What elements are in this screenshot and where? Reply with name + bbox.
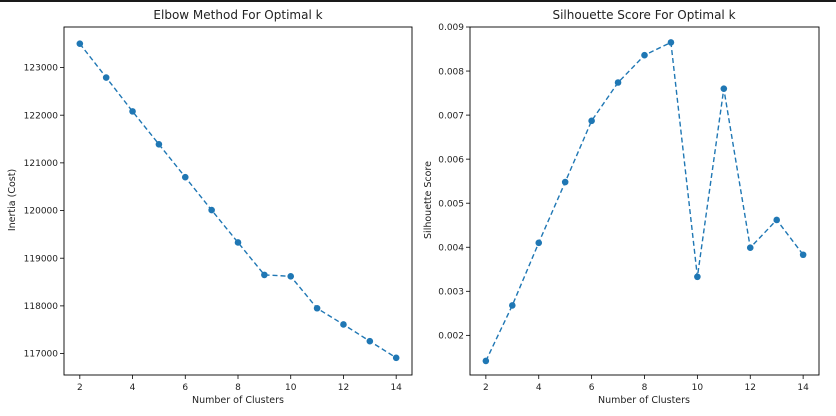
silhouette-ytick-label: 0.002 <box>438 332 464 342</box>
elbow-data-point <box>313 304 321 312</box>
elbow-data-point <box>102 74 110 81</box>
elbow-data-point <box>366 337 374 345</box>
elbow-ytick-label: 122000 <box>24 111 59 121</box>
elbow-chart-xlabel: Number of Clusters <box>192 395 284 406</box>
silhouette-series-line <box>485 41 804 362</box>
silhouette-ytick-label: 0.009 <box>438 23 464 33</box>
silhouette-ytick-label: 0.005 <box>438 199 464 209</box>
silhouette-plot-frame <box>469 26 820 376</box>
elbow-chart-ylabel: Inertia (Cost) <box>7 169 18 231</box>
elbow-ytick-label: 118000 <box>24 302 59 312</box>
silhouette-data-point <box>641 51 648 59</box>
silhouette-data-point <box>588 117 595 125</box>
silhouette-data-point <box>535 239 543 247</box>
silhouette-xtick-label: 4 <box>536 383 542 393</box>
elbow-xtick-label: 2 <box>77 383 83 393</box>
elbow-data-point <box>340 321 347 328</box>
elbow-xtick-label: 6 <box>182 383 188 393</box>
elbow-ytick-label: 119000 <box>24 254 59 264</box>
elbow-xtick-label: 10 <box>285 383 297 393</box>
elbow-chart: Elbow Method For Optimal k Number of Clu… <box>7 8 413 406</box>
silhouette-xtick-label: 10 <box>692 383 704 393</box>
silhouette-data-point <box>720 85 728 92</box>
silhouette-ytick-label: 0.006 <box>438 155 464 165</box>
elbow-xtick-label: 14 <box>390 383 402 393</box>
silhouette-xtick-label: 8 <box>642 383 648 393</box>
silhouette-data-point <box>667 39 675 46</box>
elbow-data-point <box>287 273 295 280</box>
silhouette-data-point <box>509 302 516 309</box>
silhouette-xtick-label: 14 <box>797 383 809 393</box>
elbow-ytick-label: 123000 <box>24 64 59 74</box>
silhouette-ytick-label: 0.003 <box>438 288 464 298</box>
silhouette-data-point <box>746 244 754 251</box>
silhouette-data-point <box>773 216 780 224</box>
elbow-chart-title: Elbow Method For Optimal k <box>153 8 322 22</box>
elbow-ytick-label: 120000 <box>24 207 59 217</box>
elbow-data-point <box>181 173 189 181</box>
elbow-data-point <box>261 271 268 279</box>
elbow-data-point <box>392 354 400 362</box>
silhouette-chart-xlabel: Number of Clusters <box>598 395 690 406</box>
silhouette-chart-ylabel: Silhouette Score <box>423 161 434 239</box>
silhouette-xtick-label: 12 <box>745 383 756 393</box>
silhouette-data-point <box>561 178 569 186</box>
silhouette-chart-title: Silhouette Score For Optimal k <box>552 8 735 22</box>
silhouette-xtick-label: 6 <box>589 383 595 393</box>
window-top-border <box>0 0 836 2</box>
elbow-data-point <box>208 206 215 214</box>
elbow-plot-frame <box>63 26 413 376</box>
elbow-ytick-label: 117000 <box>24 350 59 360</box>
elbow-data-point <box>155 140 163 148</box>
silhouette-ytick-label: 0.004 <box>438 243 464 253</box>
silhouette-xtick-label: 2 <box>483 383 489 393</box>
silhouette-chart: Silhouette Score For Optimal k Number of… <box>423 8 820 406</box>
elbow-xtick-label: 4 <box>130 383 136 393</box>
elbow-series-line <box>79 43 397 359</box>
silhouette-data-point <box>694 273 701 281</box>
elbow-ytick-label: 121000 <box>24 159 59 169</box>
elbow-xtick-label: 12 <box>338 383 349 393</box>
elbow-data-point <box>129 108 136 115</box>
elbow-data-point <box>234 239 242 246</box>
silhouette-data-point <box>614 79 622 86</box>
elbow-xtick-label: 8 <box>235 383 241 393</box>
silhouette-data-point <box>482 357 490 365</box>
silhouette-data-point <box>799 251 807 259</box>
silhouette-ytick-label: 0.007 <box>438 111 464 121</box>
elbow-data-point <box>76 40 84 47</box>
silhouette-ytick-label: 0.008 <box>438 67 464 77</box>
